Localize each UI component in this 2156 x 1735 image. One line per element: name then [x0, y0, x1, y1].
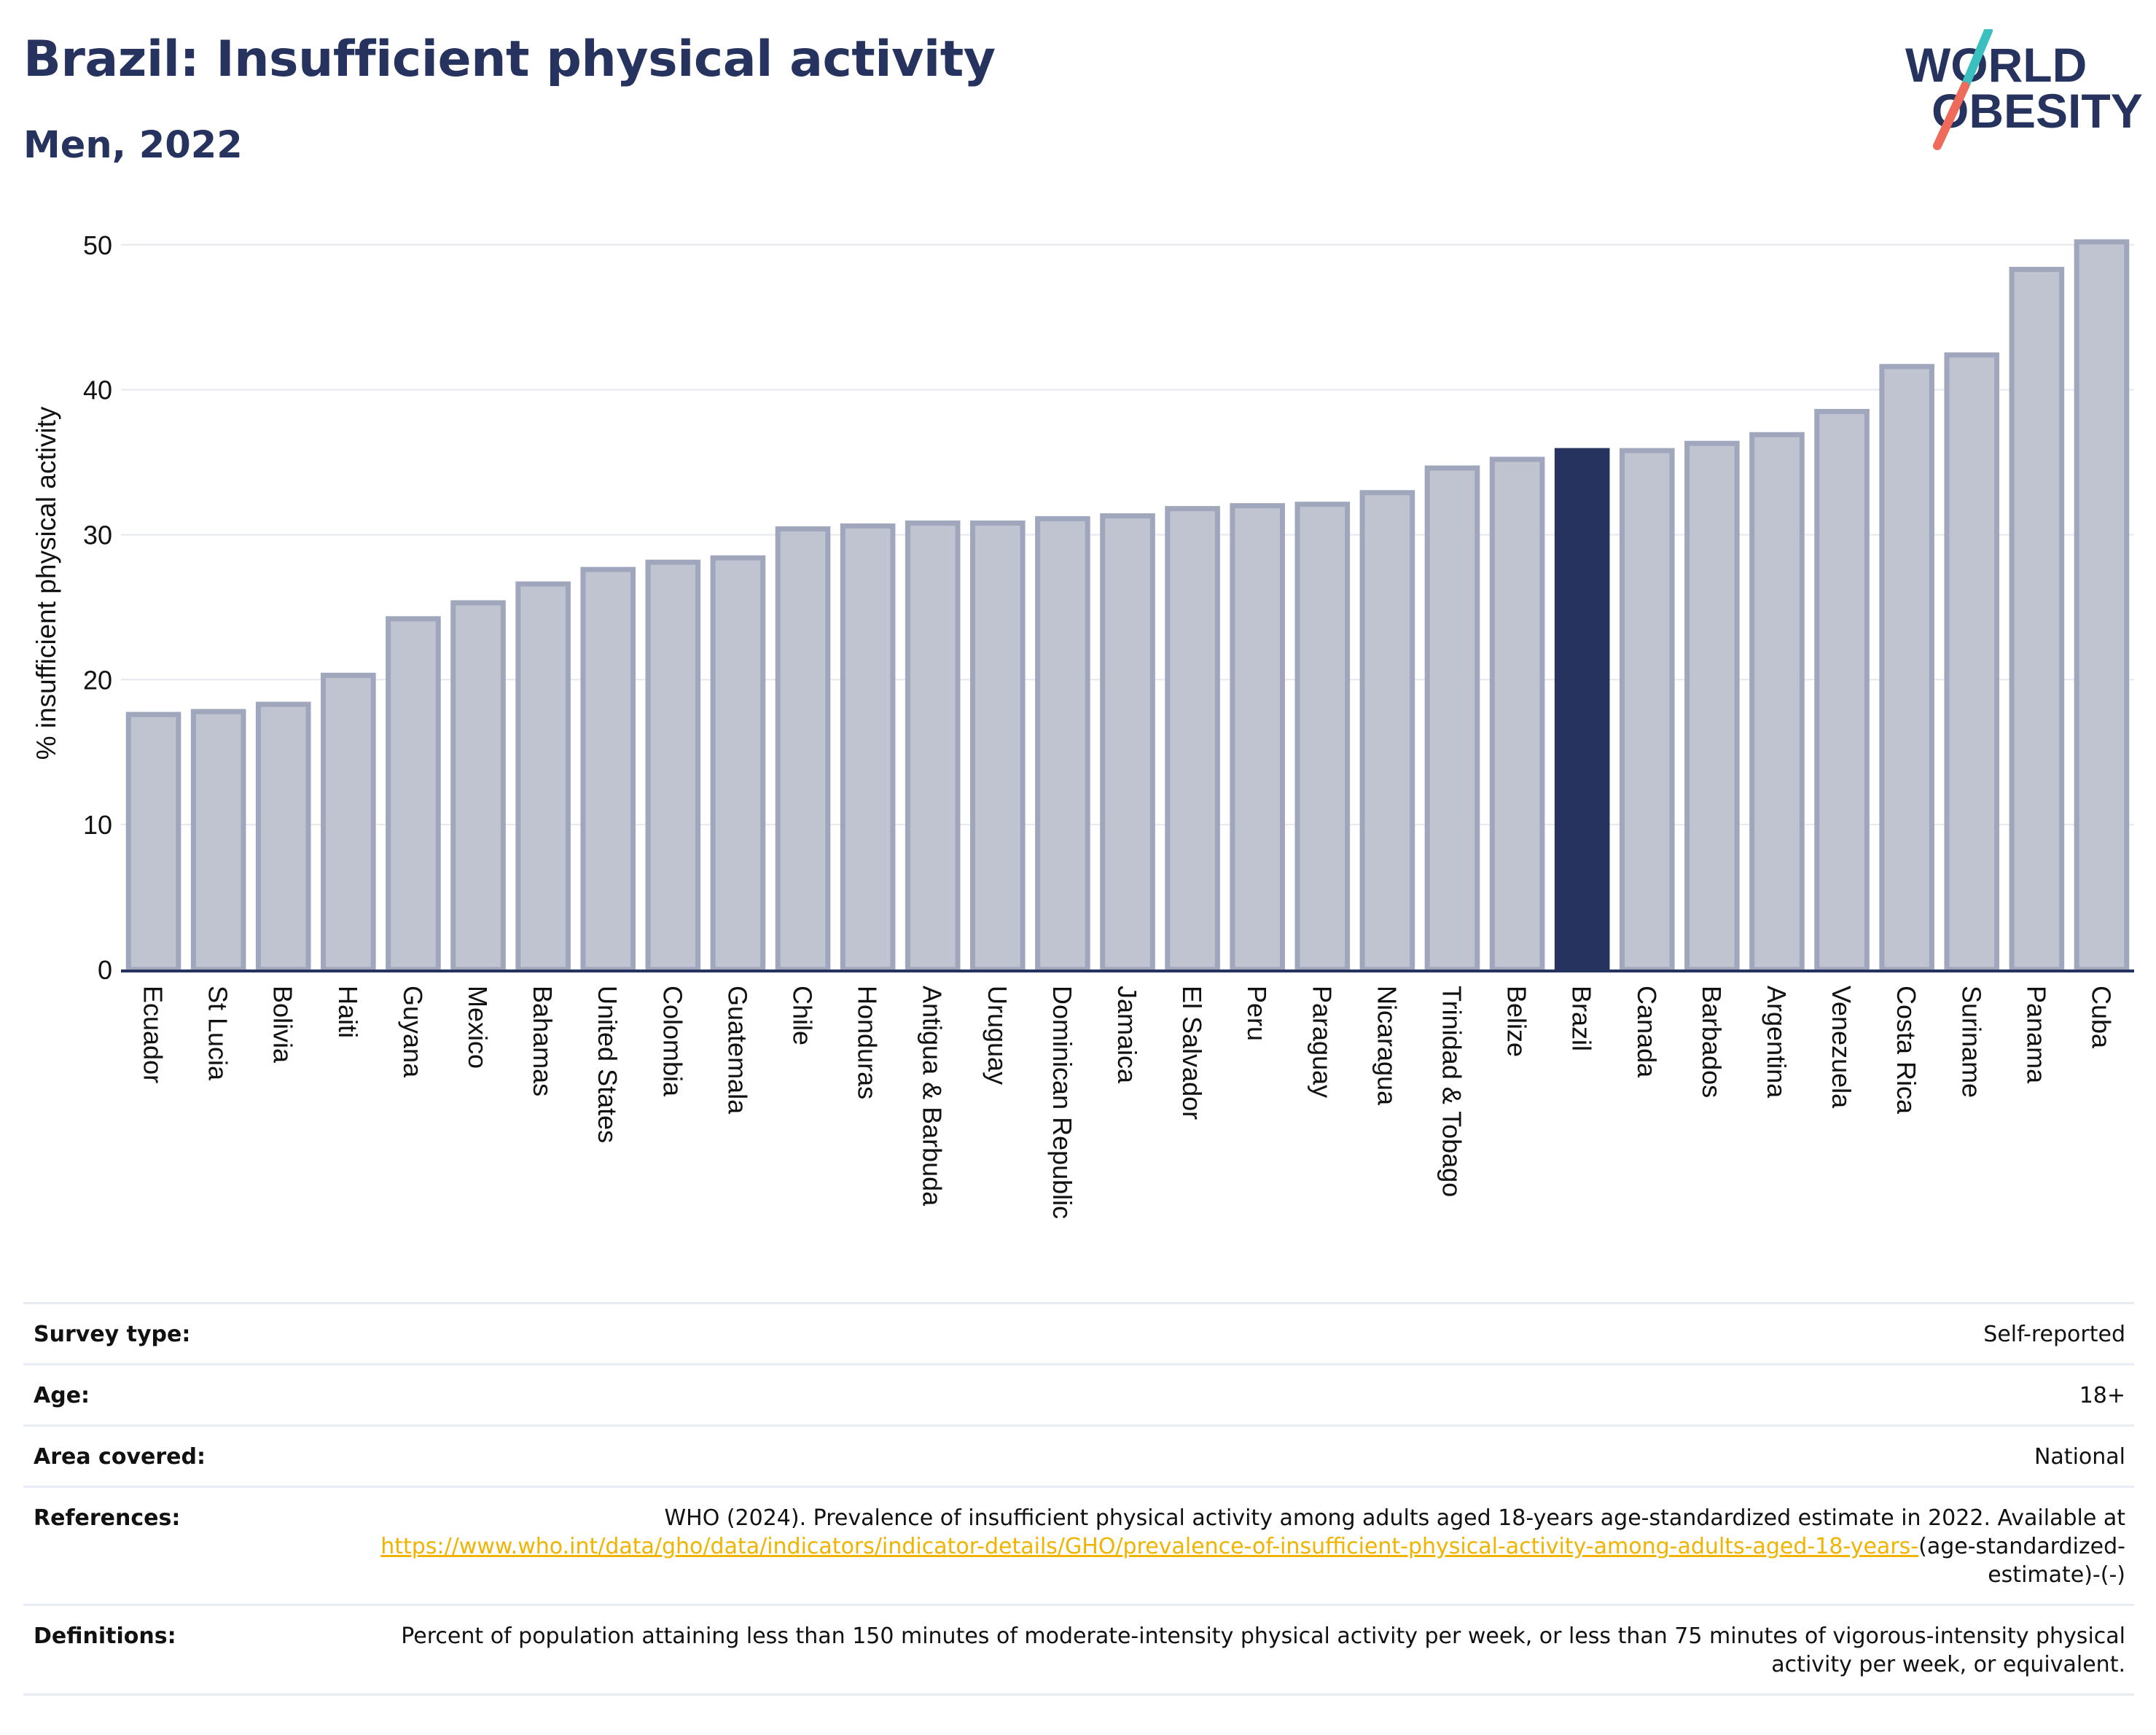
world-obesity-logo: WORLD OBESITY: [1905, 29, 2143, 150]
bar-belize: [1489, 456, 1545, 972]
bar-jamaica: [1100, 513, 1155, 972]
chart-subtitle: Men, 2022: [23, 124, 243, 167]
x-tick-label: Trinidad & Tobago: [1437, 986, 1466, 1197]
details-row: Age: 18+: [23, 1363, 2134, 1424]
y-tick-label: 50: [83, 230, 112, 260]
bar-uruguay: [970, 520, 1026, 972]
details-label: References:: [34, 1505, 181, 1531]
details-label: Definitions:: [34, 1623, 176, 1649]
reference-link[interactable]: https://www.who.int/data/gho/data/indica…: [380, 1534, 1919, 1559]
x-tick-label: Suriname: [1956, 986, 1986, 1098]
x-tick-label: Venezuela: [1827, 986, 1856, 1109]
bar-st-lucia: [190, 709, 246, 972]
x-tick-label: Honduras: [853, 986, 883, 1099]
details-label: Survey type:: [34, 1322, 191, 1347]
x-tick-label: Belize: [1502, 986, 1532, 1057]
details-value: 18+: [2079, 1383, 2125, 1408]
x-tick-label: Paraguay: [1307, 986, 1337, 1098]
details-value: Percent of population attaining less tha…: [401, 1623, 2125, 1677]
bar-venezuela: [1814, 408, 1870, 972]
bar-paraguay: [1294, 502, 1351, 972]
x-tick-label: St Lucia: [203, 986, 233, 1081]
bar-haiti: [321, 672, 376, 972]
bar-trinidad-tobago: [1424, 465, 1480, 972]
details-value: National: [2034, 1444, 2125, 1470]
bar-suriname: [1944, 352, 2000, 972]
bar-united-states: [580, 566, 636, 972]
bar-el-salvador: [1165, 506, 1220, 972]
x-tick-label: Dominican Republic: [1047, 986, 1077, 1219]
x-tick-label: Barbados: [1697, 986, 1727, 1098]
bar-peru: [1230, 503, 1285, 972]
y-tick-label: 20: [83, 665, 112, 695]
x-tick-label: Argentina: [1762, 986, 1792, 1099]
x-tick-label: Bahamas: [528, 986, 558, 1096]
details-table: Survey type: Self-reported Age: 18+ Area cov…: [23, 1302, 2134, 1696]
x-tick-label: Ecuador: [138, 986, 168, 1083]
bar-cuba: [2074, 239, 2130, 972]
bar-argentina: [1749, 432, 1805, 972]
bar-chile: [775, 526, 831, 972]
bar-nicaragua: [1359, 490, 1415, 972]
logo-line1: WORLD: [1905, 38, 2087, 92]
y-tick-label: 0: [98, 955, 112, 985]
x-tick-label: Mexico: [463, 986, 493, 1069]
bar-costa-rica: [1879, 364, 1934, 972]
x-tick-label: El Salvador: [1177, 986, 1207, 1120]
bar-colombia: [645, 559, 701, 972]
y-tick-label: 10: [83, 810, 112, 840]
bar-bahamas: [515, 581, 571, 972]
y-axis-label: % insufficient physical activity: [31, 406, 61, 760]
bar-chart: 0 10 20 30 40 50 % insufficient physical acti…: [31, 230, 2134, 1219]
bar-canada: [1619, 448, 1675, 972]
x-tick-label: Antigua & Barbuda: [918, 986, 948, 1206]
x-tick-label: Panama: [2021, 986, 2051, 1084]
x-tick-label: Jamaica: [1112, 986, 1142, 1084]
bar-guatemala: [710, 555, 766, 972]
details-row: Definitions: Percent of population attain…: [23, 1604, 2134, 1696]
x-tick-label: Peru: [1242, 986, 1272, 1041]
x-tick-label: Haiti: [333, 986, 363, 1038]
details-label: Area covered:: [34, 1444, 206, 1470]
bar-barbados: [1684, 440, 1740, 972]
details-row: Survey type: Self-reported: [23, 1302, 2134, 1363]
details-row: Area covered: National: [23, 1424, 2134, 1486]
details-row: References: WHO (2024). Prevalence of ins…: [23, 1486, 2134, 1604]
bar-mexico: [450, 600, 506, 972]
x-tick-label: Bolivia: [268, 986, 298, 1064]
logo-slash-top: [1961, 29, 1993, 90]
x-axis-labels: Ecuador St Lucia Bolivia Haiti Guyana Mexico B…: [138, 986, 2117, 1219]
bar-antigua-barbuda: [905, 520, 961, 972]
bar-panama: [2009, 267, 2065, 972]
bar-brazil: [1554, 448, 1610, 972]
y-axis-ticks: 0 10 20 30 40 50: [83, 230, 112, 985]
x-tick-label: Canada: [1632, 986, 1662, 1078]
x-tick-label: Guatemala: [722, 986, 752, 1115]
bar-bolivia: [255, 701, 311, 972]
chart-title: Brazil: Insufficient physical activity: [23, 31, 996, 88]
y-tick-label: 30: [83, 520, 112, 550]
x-tick-label: Guyana: [398, 986, 428, 1078]
details-label: Age:: [34, 1383, 90, 1408]
x-tick-label: Nicaragua: [1372, 986, 1402, 1106]
x-tick-label: Chile: [788, 986, 818, 1045]
x-tick-label: United States: [593, 986, 622, 1143]
bar-dominican-republic: [1035, 516, 1090, 972]
bar-honduras: [840, 523, 896, 972]
x-tick-label: Colombia: [657, 986, 687, 1097]
logo-slash-bottom: [1933, 82, 1969, 150]
x-tick-label: Cuba: [2086, 986, 2116, 1049]
x-tick-label: Brazil: [1567, 986, 1597, 1051]
bar-guyana: [386, 616, 441, 972]
bars: [125, 239, 2130, 972]
details-value: WHO (2024). Prevalence of insufficient p…: [380, 1505, 2125, 1588]
bar-ecuador: [125, 711, 181, 972]
y-tick-label: 40: [83, 375, 112, 405]
x-tick-label: Uruguay: [983, 986, 1012, 1085]
details-value: Self-reported: [1983, 1322, 2125, 1347]
x-tick-label: Costa Rica: [1891, 986, 1921, 1115]
